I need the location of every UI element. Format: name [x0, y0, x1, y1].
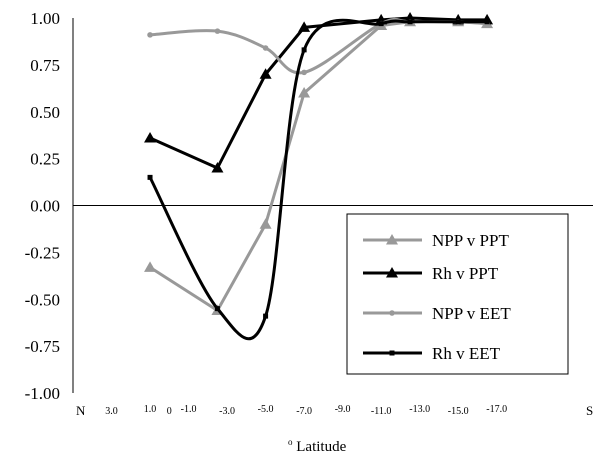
- data-point-rh-v-eet-4: [378, 21, 384, 27]
- x-tick-label: -1.0: [181, 404, 197, 415]
- y-tick-label: 0.50: [30, 103, 60, 122]
- y-tick-label: -0.25: [25, 243, 60, 262]
- data-point-rh-v-ppt-5: [404, 12, 417, 23]
- x-tick-label: -13.0: [409, 404, 430, 415]
- data-point-rh-v-eet-2: [263, 313, 269, 319]
- x-tick-label: -17.0: [486, 404, 507, 415]
- x-end-label-south: S: [586, 403, 593, 418]
- data-point-legend-npp-v-eet-0: [389, 310, 395, 316]
- x-tick-label: -5.0: [258, 404, 274, 415]
- legend: NPP v PPT Rh v PPT NPP v EET Rh v EET: [346, 213, 569, 375]
- x-tick-label: 1.0: [144, 404, 157, 415]
- x-tick-label: -15.0: [448, 406, 469, 417]
- x-tick-label: 3.0: [105, 406, 118, 417]
- x-tick-label: -11.0: [371, 406, 391, 417]
- x-axis-ticks: 3.0 1.0 0 -1.0 -3.0 -5.0 -7.0 -9.0 -11.0 -13.0 -15…: [105, 404, 507, 417]
- x-axis-title: o Latitude: [288, 437, 347, 455]
- data-point-rh-v-eet-5: [407, 19, 413, 25]
- legend-label: NPP v EET: [432, 304, 511, 323]
- y-tick-label: -0.50: [25, 290, 60, 309]
- x-tick-label: -9.0: [335, 404, 351, 415]
- data-point-rh-v-ppt-0: [144, 132, 157, 143]
- y-axis-ticks: 1.00 0.75 0.50 0.25 0.00 -0.25 -0.50 -0.75 -1.00: [25, 9, 60, 403]
- x-axis-title-degree: o: [288, 437, 293, 447]
- x-end-label-north: N: [76, 403, 86, 418]
- legend-item-rh-v-ppt: Rh v PPT: [363, 264, 499, 283]
- data-point-npp-v-eet-0: [147, 32, 153, 38]
- data-point-npp-v-eet-3: [301, 69, 307, 76]
- x-tick-label: -3.0: [219, 406, 235, 417]
- data-point-rh-v-ppt-1: [211, 162, 224, 173]
- legend-label: NPP v PPT: [432, 231, 509, 250]
- y-tick-label: 0.25: [30, 150, 60, 169]
- data-point-rh-v-ppt-2: [259, 68, 272, 79]
- legend-item-npp-v-eet: NPP v EET: [363, 304, 511, 323]
- data-point-npp-v-ppt-0: [144, 261, 157, 272]
- y-tick-label: 1.00: [30, 9, 60, 28]
- data-point-legend-rh-v-ppt-0: [386, 267, 398, 278]
- data-point-npp-v-ppt-3: [298, 87, 311, 98]
- data-point-rh-v-eet-7: [484, 19, 490, 25]
- data-point-rh-v-eet-0: [147, 174, 153, 180]
- y-tick-label: -1.00: [25, 384, 60, 403]
- x-axis-title-text: Latitude: [293, 439, 347, 455]
- data-point-rh-v-eet-1: [214, 306, 220, 312]
- data-point-rh-v-ppt-3: [298, 21, 311, 32]
- data-point-npp-v-eet-1: [214, 28, 221, 34]
- y-tick-label: 0.00: [30, 197, 60, 216]
- y-tick-label: -0.75: [25, 337, 60, 356]
- legend-item-rh-v-eet: Rh v EET: [363, 344, 501, 363]
- legend-item-npp-v-ppt: NPP v PPT: [363, 231, 509, 250]
- data-point-legend-npp-v-ppt-0: [386, 234, 398, 245]
- y-tick-label: 0.75: [30, 56, 60, 75]
- series-layer: [144, 12, 494, 341]
- x-tick-label: 0: [167, 406, 172, 417]
- data-point-npp-v-eet-2: [262, 45, 269, 51]
- data-point-rh-v-eet-3: [301, 47, 307, 53]
- legend-label: Rh v EET: [432, 344, 501, 363]
- series-rh-v-eet: [147, 18, 490, 341]
- legend-label: Rh v PPT: [432, 264, 499, 283]
- data-point-npp-v-ppt-2: [259, 218, 272, 229]
- data-point-rh-v-eet-6: [455, 19, 461, 25]
- data-point-legend-rh-v-eet-0: [389, 350, 395, 356]
- x-tick-label: -7.0: [296, 406, 312, 417]
- series-line-rh-v-ppt: [149, 16, 488, 170]
- series-rh-v-ppt: [144, 12, 494, 173]
